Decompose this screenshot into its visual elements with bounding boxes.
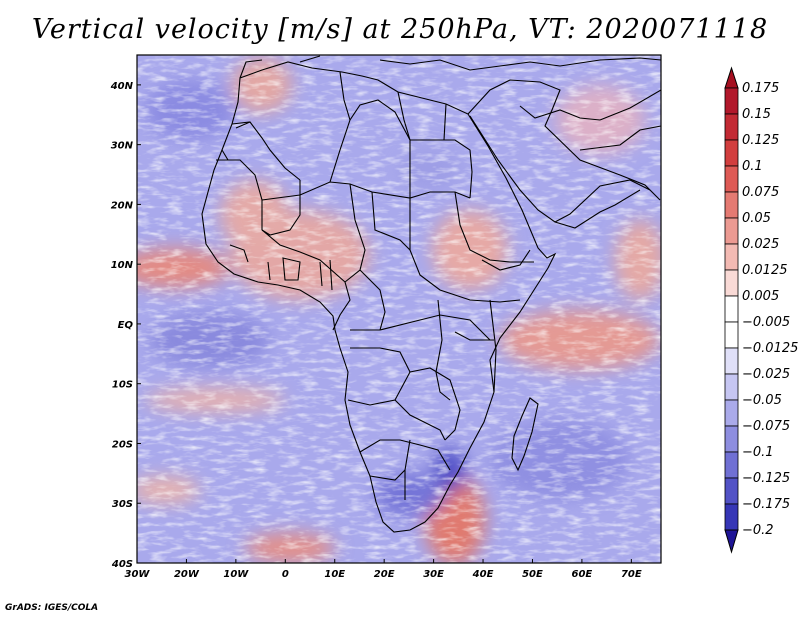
colorbar-swatch — [724, 113, 739, 141]
colorbar-swatch — [724, 451, 739, 479]
lon-tick-label: 70E — [621, 569, 642, 580]
lat-tick-label: 30N — [111, 141, 134, 152]
lat-tick-label: 20N — [111, 200, 134, 211]
lat-tick-label: 20S — [112, 439, 133, 450]
colorbar-swatch — [724, 295, 739, 323]
colorbar-label: −0.175 — [742, 497, 790, 512]
longitude-axis: 30W 20W 10W 0 10E 20E 30E 40E 50E 60E 70E — [125, 559, 642, 580]
colorbar-bottom-arrow — [724, 529, 739, 554]
colorbar-label: −0.2 — [742, 523, 774, 538]
colorbar-label: −0.025 — [742, 367, 790, 382]
latitude-axis: 40N 30N 20N 10N EQ 10S 20S 30S 40S — [110, 81, 141, 570]
lon-tick-label: 0 — [282, 569, 289, 580]
colorbar-label: 0.05 — [742, 211, 771, 226]
lon-tick-label: 30W — [125, 569, 151, 580]
lat-tick-label: 30S — [112, 499, 133, 510]
colorbar-swatch — [724, 191, 739, 219]
lon-tick-label: 60E — [572, 569, 593, 580]
colorbar-swatch — [724, 217, 739, 245]
colorbar-label: 0.0125 — [742, 263, 788, 278]
lat-tick-label: 40N — [110, 81, 134, 92]
lon-tick-label: 50E — [522, 569, 543, 580]
coastline-borders — [201, 55, 661, 533]
footer-credit: GrADS: IGES/COLA — [5, 603, 99, 613]
colorbar-swatch — [724, 321, 739, 349]
lon-tick-label: 10E — [324, 569, 345, 580]
colorbar-swatch — [724, 373, 739, 401]
colorbar-top-arrow — [724, 66, 739, 89]
plot-frame — [136, 54, 662, 564]
colorbar-label: 0.075 — [742, 185, 779, 200]
lon-tick-label: 40E — [472, 569, 494, 580]
figure-title: Vertical velocity [m/s] at 250hPa, VT: 2… — [31, 14, 769, 45]
colorbar-swatch — [724, 425, 739, 453]
colorbar-label: 0.005 — [742, 289, 779, 304]
colorbar-label: 0.175 — [742, 81, 779, 96]
colorbar-label: −0.1 — [742, 445, 774, 460]
colorbar-label: −0.075 — [742, 419, 790, 434]
lon-tick-label: 10W — [223, 569, 249, 580]
colorbar-swatch — [724, 399, 739, 427]
colorbar-swatch — [724, 87, 739, 115]
colorbar-swatch — [724, 503, 739, 531]
colorbar-swatch — [724, 269, 739, 297]
colorbar-label: −0.125 — [742, 471, 790, 486]
colorbar-swatch — [724, 139, 739, 167]
colorbar-swatch — [724, 477, 739, 505]
colorbar-label: 0.025 — [742, 237, 779, 252]
colorbar-label: −0.005 — [742, 315, 790, 330]
lat-tick-label: EQ — [118, 320, 134, 331]
colorbar: 0.175 0.15 0.125 0.1 0.075 0.05 0.025 0.0125 0.0… — [724, 66, 798, 554]
lat-tick-label: 10S — [112, 380, 133, 391]
vertical-velocity-field — [137, 55, 661, 563]
lon-tick-label: 20E — [374, 569, 395, 580]
lat-tick-label: 40S — [111, 559, 133, 570]
colorbar-label: −0.05 — [742, 393, 782, 408]
lon-tick-label: 30E — [423, 569, 444, 580]
colorbar-swatch — [724, 243, 739, 271]
colorbar-swatch — [724, 165, 739, 193]
colorbar-label: 0.125 — [742, 133, 779, 148]
lat-tick-label: 10N — [111, 260, 134, 271]
lon-tick-label: 20W — [174, 569, 200, 580]
colorbar-label: 0.15 — [742, 107, 771, 122]
colorbar-label: 0.1 — [742, 159, 763, 174]
colorbar-swatch — [724, 347, 739, 375]
colorbar-label: −0.0125 — [742, 341, 798, 356]
